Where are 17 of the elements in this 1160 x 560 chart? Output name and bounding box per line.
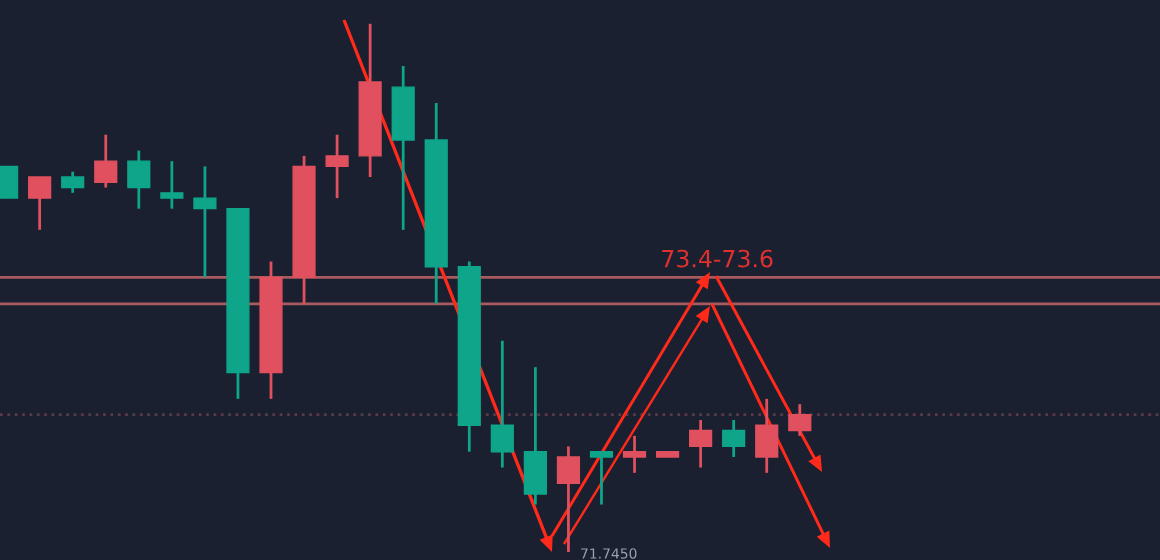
candlestick [689,418,713,469]
candlestick [94,133,118,189]
candlestick [523,365,547,506]
candlestick [722,418,746,459]
candlestick [193,165,217,279]
candlestick [788,402,812,438]
candlestick [325,133,349,200]
annotation: 73.4-73.6 [662,249,773,268]
candlestick [61,170,85,195]
candlestick [622,434,647,475]
candlestick [490,339,514,469]
candlestick [160,159,184,211]
candlestick [28,175,52,232]
candlestick [589,450,614,506]
candlestick [127,149,151,211]
candlestick [755,397,779,475]
candlestick [556,445,581,554]
